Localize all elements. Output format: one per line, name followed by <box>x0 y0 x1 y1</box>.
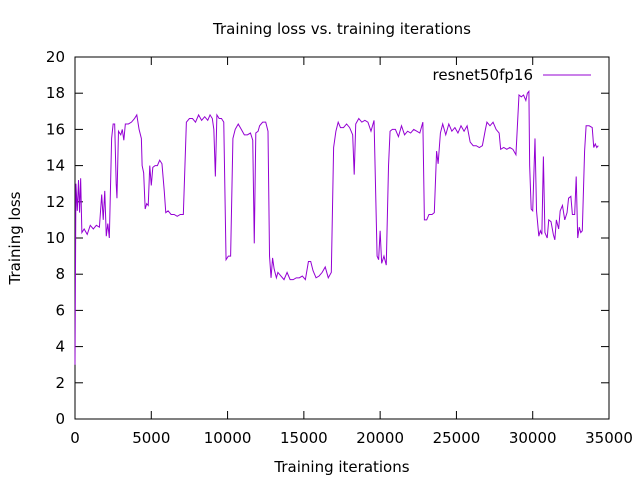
y-tick-label: 10 <box>46 229 65 247</box>
x-tick-label: 25000 <box>433 429 481 447</box>
axis-tick-labels: 0 2 4 6 8 10 12 14 16 18 20 0 5000 10000 15000 20000 250… <box>46 48 633 447</box>
y-tick-label: 16 <box>46 120 65 138</box>
y-tick-label: 12 <box>46 193 65 211</box>
x-tick-label: 5000 <box>132 429 170 447</box>
x-tick-label: 10000 <box>204 429 252 447</box>
y-tick-label: 14 <box>46 157 65 175</box>
x-axis-title: Training iterations <box>273 458 409 476</box>
x-tick-label: 15000 <box>280 429 328 447</box>
x-tick-label: 35000 <box>585 429 633 447</box>
y-tick-label: 2 <box>55 374 65 392</box>
x-tick-label: 30000 <box>509 429 557 447</box>
y-tick-label: 4 <box>55 338 65 356</box>
series-line-resnet50fp16 <box>74 90 599 365</box>
y-tick-label: 18 <box>46 84 65 102</box>
y-tick-label: 6 <box>55 301 65 319</box>
legend: resnet50fp16 <box>433 66 591 84</box>
chart-title: Training loss vs. training iterations <box>212 20 471 38</box>
x-tick-label: 0 <box>70 429 80 447</box>
y-tick-label: 0 <box>55 410 65 428</box>
y-axis-title: Training loss <box>6 191 24 285</box>
x-tick-label: 20000 <box>356 429 404 447</box>
series-layer <box>74 90 599 365</box>
y-tick-label: 20 <box>46 48 65 66</box>
legend-label-resnet50fp16: resnet50fp16 <box>433 66 533 84</box>
y-tick-label: 8 <box>55 265 65 283</box>
